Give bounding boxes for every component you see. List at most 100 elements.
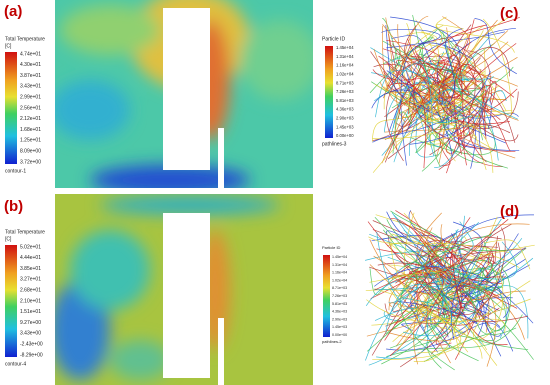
pathline [372,125,487,171]
pathline [388,287,469,353]
pathline [409,106,486,145]
pathline [387,264,440,310]
panel-label: (c) [500,5,518,22]
pathline [368,262,453,285]
pathline [434,19,486,122]
colorbar-title: Total Temperature [5,36,45,42]
pathline [385,283,453,337]
colorbar-tick-label: 2.90e+03 [336,116,354,121]
colorbar-tick-label: 8.71e+03 [336,80,354,85]
pathline [424,30,518,111]
colorbar-tick-label: 4.44e+01 [20,255,41,261]
pathline [374,266,510,319]
colorbar [325,46,333,138]
pathline [390,16,461,131]
colorbar-title: Total Temperature [5,229,45,235]
colorbar-tick-label: 1.02e+04 [332,278,347,282]
pathline [468,84,492,163]
pathline [383,229,529,351]
pathline [482,80,518,111]
pathline [376,248,488,360]
pathline [401,233,519,332]
colorbar-tick-label: 1.02e+04 [336,72,354,77]
pathline [477,284,534,357]
colorbar-tick-label: 1.51e+01 [20,309,41,315]
colorbar-tick-label: 3.87e+01 [20,73,41,79]
pathline [418,100,474,130]
contour-name: contour-1 [5,168,26,174]
pathline [458,47,510,97]
colorbar-tick-label: 3.43e+01 [20,84,41,90]
pathline [435,16,515,53]
colorbar-tick-label: 7.26e+03 [336,89,354,94]
pathline [386,70,429,109]
pathline [376,278,453,359]
pathline-name: pathlines-3 [322,141,347,147]
pathline [424,223,530,273]
pathline [437,221,474,325]
pathline [464,52,487,140]
pathline [410,117,496,156]
pathline [373,255,489,306]
colorbar-tick-label: 1.45e+03 [336,124,354,129]
pathline [371,89,453,158]
colorbar-tick-label: 1.45e+04 [336,45,354,50]
pathline [420,241,518,280]
pathline [392,106,412,154]
pathline [372,39,445,81]
pathline [415,79,485,153]
pathline [395,245,493,295]
pathline [489,268,511,331]
pathline [409,88,499,161]
colorbar-tick-label: 1.25e+01 [20,138,41,144]
pathline [365,280,479,361]
colorbar-tick-label: 2.56e+01 [20,105,41,111]
pathline [438,61,477,87]
pathline [484,239,531,270]
colorbar-unit: [C] [5,43,12,49]
colorbar [323,255,330,337]
pathline [372,318,468,360]
pathline [453,64,487,155]
pathline [388,241,498,311]
colorbar-tick-label: 4.30e+01 [20,62,41,68]
pathline [402,257,513,307]
pathline [374,219,509,291]
colorbar [5,245,17,357]
pathline [384,81,483,155]
colorbar-tick-label: 4.36e+03 [332,310,347,314]
pathline [386,83,426,169]
contour-b [55,194,313,385]
colorbar [5,52,17,164]
colorbar-tick-label: 1.16e+04 [336,63,354,68]
colorbar-tick-label: 9.27e+00 [20,320,41,326]
pathline [427,134,477,146]
pathline [374,231,414,321]
colorbar-tick-label: 1.16e+04 [332,271,347,275]
colorbar-tick-label: 1.45e+03 [332,325,347,329]
colorbar-tick-label: 5.02e+01 [20,244,41,250]
colorbar-tick-label: 3.43e+00 [20,331,41,337]
colorbar-tick-label: 0.00e+00 [336,133,354,138]
pathline [404,25,422,61]
pathline [474,18,517,75]
pathline [411,270,447,369]
colorbar-tick-label: 3.85e+01 [20,266,41,272]
colorbar-tick-label: 1.31e+04 [332,263,347,267]
pathline [372,83,462,173]
pathline [474,257,503,303]
colorbar-tick-label: 2.10e+01 [20,298,41,304]
pathline [415,260,493,296]
pathline [385,17,498,119]
pathline [484,253,495,278]
pathline [390,210,442,268]
pathlines [365,14,535,371]
pathline [443,223,512,305]
contour-a [55,0,313,188]
pathline [371,46,448,124]
pathline [427,75,494,156]
pathline [426,244,508,311]
pathline [430,286,504,362]
colorbar-tick-label: 2.99e+01 [20,95,41,101]
pathline [368,236,510,253]
